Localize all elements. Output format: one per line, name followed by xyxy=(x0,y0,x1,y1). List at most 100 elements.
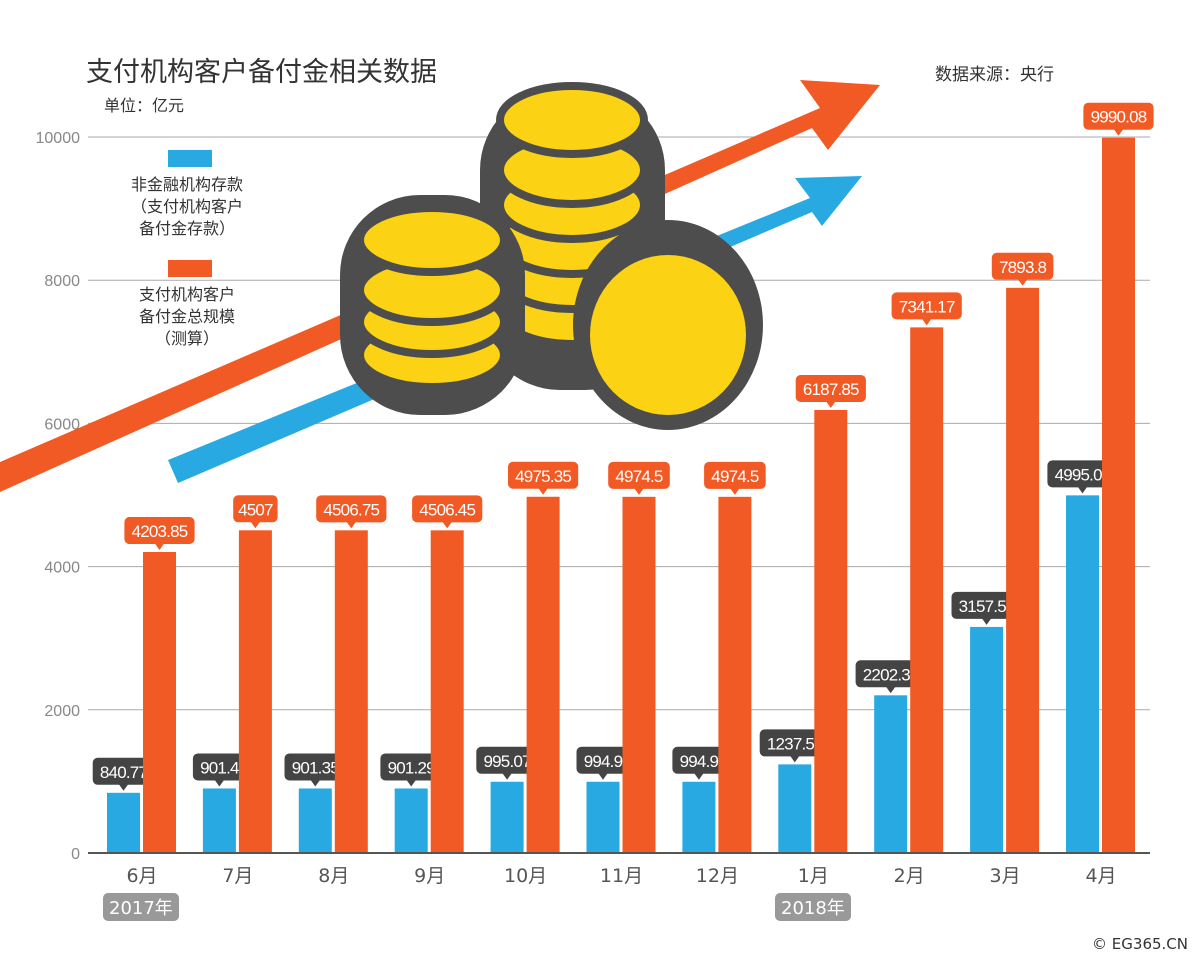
y-tick-label: 0 xyxy=(71,846,80,863)
data-label: 4974.5 xyxy=(615,467,663,486)
data-label-pointer xyxy=(154,543,165,551)
data-label-pointer xyxy=(118,783,129,791)
data-label-pointer xyxy=(442,521,453,529)
bar-deposit xyxy=(394,788,428,853)
bar-total xyxy=(718,496,752,853)
data-label-bg xyxy=(124,517,195,545)
data-label-pointer xyxy=(406,779,417,787)
bar-total xyxy=(1006,287,1040,853)
data-label: 9990.08 xyxy=(1091,108,1147,127)
data-label-pointer xyxy=(538,487,549,495)
data-label-pointer xyxy=(789,755,800,763)
data-label: 840.77 xyxy=(100,763,148,782)
data-label-bg xyxy=(991,252,1054,280)
x-tick-label: 4月 xyxy=(1085,865,1116,887)
legend-label-blue: 非金融机构存款 （支付机构客户 备付金存款） xyxy=(130,175,243,238)
legend-label-orange: 支付机构客户 备付金总规模 （测算） xyxy=(138,285,235,348)
data-label: 4975.35 xyxy=(515,467,571,486)
data-label-bg xyxy=(759,729,830,757)
data-label: 4995.04 xyxy=(1055,465,1111,484)
y-tick-label: 10000 xyxy=(36,130,81,147)
data-label-bg xyxy=(192,753,246,781)
bar-deposit xyxy=(778,764,812,853)
y-tick-label: 2000 xyxy=(44,703,80,720)
data-label-pointer xyxy=(598,772,608,780)
data-label: 4974.5 xyxy=(711,467,759,486)
data-label-bg xyxy=(576,746,630,774)
data-label-bg xyxy=(1047,460,1118,488)
bar-deposit xyxy=(1066,495,1099,853)
x-tick-label: 3月 xyxy=(990,865,1021,887)
x-tick-label: 7月 xyxy=(222,865,253,887)
x-tick-label: 11月 xyxy=(600,865,643,887)
data-label: 995.07 xyxy=(483,752,531,771)
data-label: 901.29 xyxy=(388,758,436,777)
data-label-bg xyxy=(412,495,483,523)
data-label-pointer xyxy=(1077,486,1088,494)
y-tick-label: 8000 xyxy=(44,273,80,290)
coin-stack-icon xyxy=(340,82,763,430)
data-label: 901.35 xyxy=(292,758,340,777)
data-label-pointer xyxy=(981,617,992,625)
data-label-pointer xyxy=(825,400,836,408)
x-tick-label: 1月 xyxy=(798,865,829,887)
data-label-bg xyxy=(476,746,538,774)
data-label-pointer xyxy=(921,318,932,326)
data-label-bg xyxy=(1083,102,1154,130)
bars: 6月 840.77 4203.85 7月 901.4 4507 8月 901.35 4506.7… xyxy=(92,102,1154,887)
bar-total xyxy=(238,530,272,853)
data-label: 3157.52 xyxy=(959,597,1015,616)
data-label-pointer xyxy=(214,779,225,787)
data-label-bg xyxy=(951,591,1022,619)
data-label-bg xyxy=(316,495,387,523)
data-label-bg xyxy=(795,374,866,402)
legend-swatch-orange xyxy=(168,260,212,277)
data-label-bg xyxy=(855,660,926,688)
x-tick-label: 12月 xyxy=(696,865,739,887)
data-label: 4506.45 xyxy=(419,500,475,519)
y-tick-label: 6000 xyxy=(44,416,80,433)
bar-deposit xyxy=(586,781,620,853)
data-label-pointer xyxy=(729,487,740,495)
x-tick-label: 2月 xyxy=(894,865,925,887)
bar-total xyxy=(143,552,176,853)
data-label-pointer xyxy=(1113,128,1124,136)
data-label: 2202.35 xyxy=(863,665,919,684)
bar-deposit xyxy=(490,781,524,853)
data-label-bg xyxy=(608,461,670,489)
data-label: 7341.17 xyxy=(899,297,955,316)
bar-deposit xyxy=(682,781,716,853)
data-label-pointer xyxy=(693,772,704,780)
bar-total xyxy=(1102,137,1135,853)
data-label-bg xyxy=(380,753,442,781)
bar-deposit xyxy=(107,792,140,853)
data-label: 994.9 xyxy=(584,752,623,771)
bar-total xyxy=(526,496,560,853)
data-label-bg xyxy=(284,753,347,781)
unit-label: 单位：亿元 xyxy=(104,96,185,115)
data-label-bg xyxy=(92,757,155,785)
bar-deposit xyxy=(970,626,1004,853)
data-label-bg xyxy=(891,292,962,320)
data-label-bg xyxy=(672,746,726,774)
bar-deposit xyxy=(298,788,332,853)
data-label-pointer xyxy=(346,521,357,529)
data-label-pointer xyxy=(1017,278,1028,286)
data-label-bg xyxy=(508,461,579,489)
bar-total xyxy=(814,409,848,853)
data-label-pointer xyxy=(250,521,261,529)
bar-total xyxy=(910,327,944,854)
data-label: 1237.57 xyxy=(767,734,823,753)
source-label: 数据来源：央行 xyxy=(935,65,1054,85)
data-label: 4506.75 xyxy=(323,500,379,519)
data-label-bg xyxy=(233,495,278,523)
bar-total xyxy=(334,530,368,853)
bar-deposit xyxy=(202,788,236,853)
bar-deposit xyxy=(874,695,908,853)
x-tick-label: 9月 xyxy=(414,865,445,887)
data-label: 6187.85 xyxy=(803,380,859,399)
x-tick-label: 6月 xyxy=(126,865,157,887)
data-label: 901.4 xyxy=(200,758,239,777)
